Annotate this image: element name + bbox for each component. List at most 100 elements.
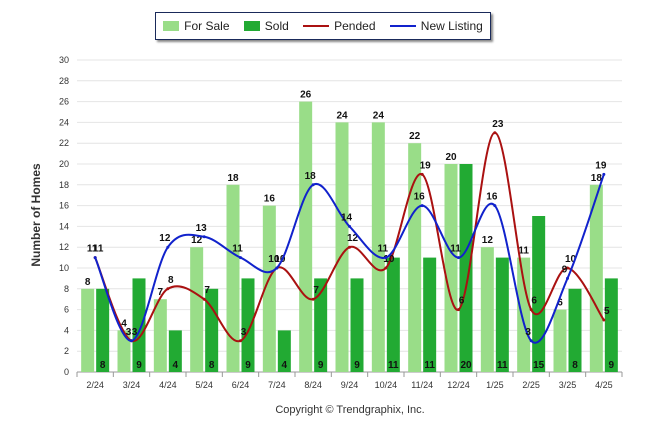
- point-new-listing: [202, 235, 206, 239]
- y-tick-label: 6: [64, 305, 69, 315]
- data-label-new-listing: 19: [595, 160, 607, 171]
- bar-sold: [495, 257, 509, 372]
- bar-for-sale: [371, 122, 385, 373]
- y-axis-title: Number of Homes: [29, 163, 43, 267]
- y-tick-label: 10: [59, 263, 69, 273]
- bar-sold: [132, 278, 146, 372]
- legend: For Sale Sold Pended New Listing: [155, 12, 491, 40]
- data-label-for-sale: 16: [264, 194, 276, 205]
- data-label-pended: 10: [383, 254, 395, 265]
- bar-for-sale: [553, 309, 567, 372]
- bar-sold: [205, 288, 219, 372]
- data-label-for-sale: 18: [591, 173, 603, 184]
- data-label-sold: 9: [318, 360, 324, 371]
- y-tick-label: 16: [59, 201, 69, 211]
- data-label-sold: 15: [533, 360, 545, 371]
- data-label-for-sale: 18: [227, 173, 239, 184]
- x-tick-label: 8/24: [304, 380, 322, 390]
- x-tick-label: 11/24: [411, 380, 433, 390]
- y-tick-label: 26: [59, 97, 69, 107]
- data-label-pended: 12: [347, 233, 359, 244]
- legend-item-for-sale[interactable]: For Sale: [163, 19, 230, 33]
- data-label-for-sale: 7: [158, 287, 164, 298]
- y-tick-label: 22: [59, 138, 69, 148]
- point-new-listing: [93, 256, 97, 260]
- y-tick-label: 2: [64, 346, 69, 356]
- data-label-sold: 9: [245, 360, 251, 371]
- data-label-for-sale: 26: [300, 90, 312, 101]
- x-tick-label: 6/24: [232, 380, 250, 390]
- data-label-pended: 10: [565, 254, 577, 265]
- point-new-listing: [566, 276, 569, 280]
- data-label-for-sale: 24: [336, 110, 348, 121]
- bar-for-sale: [444, 164, 458, 372]
- data-label-new-listing: 3: [525, 327, 531, 338]
- data-label-for-sale: 8: [85, 277, 91, 288]
- point-pended: [202, 297, 206, 301]
- bar-for-sale: [480, 247, 494, 372]
- y-tick-label: 30: [59, 55, 69, 65]
- x-tick-label: 7/24: [268, 380, 286, 390]
- bar-for-sale: [335, 122, 349, 373]
- bar-sold: [277, 330, 291, 372]
- y-tick-label: 0: [64, 367, 69, 377]
- point-new-listing: [130, 339, 133, 343]
- point-pended: [239, 339, 242, 343]
- bar-for-sale: [262, 205, 276, 372]
- bar-for-sale: [517, 257, 531, 372]
- legend-swatch-pended: [303, 25, 330, 27]
- data-label-sold: 11: [388, 360, 399, 371]
- point-new-listing: [239, 256, 242, 260]
- data-label-for-sale: 20: [445, 152, 457, 163]
- legend-label-for-sale: For Sale: [184, 19, 230, 33]
- bar-sold: [604, 278, 618, 372]
- legend-item-pended[interactable]: Pended: [303, 19, 376, 33]
- legend-item-sold[interactable]: Sold: [243, 19, 289, 33]
- point-pended: [457, 308, 460, 312]
- point-new-listing: [348, 224, 351, 228]
- x-tick-label: 10/24: [375, 380, 398, 390]
- bar-sold: [532, 216, 546, 372]
- bar-for-sale: [226, 184, 240, 372]
- y-tick-label: 24: [59, 117, 69, 127]
- point-new-listing: [602, 172, 606, 176]
- data-label-sold: 4: [173, 360, 179, 371]
- point-pended: [602, 318, 606, 322]
- bar-for-sale: [589, 184, 603, 372]
- legend-item-new-listing[interactable]: New Listing: [389, 19, 483, 33]
- data-label-sold: 9: [136, 360, 142, 371]
- legend-swatch-new-listing: [389, 25, 416, 27]
- bar-for-sale: [190, 247, 204, 372]
- data-label-new-listing: 9: [562, 264, 568, 275]
- data-label-for-sale: 6: [557, 298, 563, 309]
- data-label-for-sale: 12: [191, 235, 203, 246]
- bar-sold: [459, 164, 473, 372]
- data-label-pended: 3: [132, 327, 138, 338]
- data-label-pended: 8: [168, 275, 174, 286]
- bar-sold: [241, 278, 255, 372]
- x-tick-label: 4/24: [159, 380, 177, 390]
- data-label-for-sale: 24: [373, 110, 385, 121]
- data-label-pended: 3: [241, 327, 247, 338]
- x-tick-label: 3/25: [559, 380, 577, 390]
- point-pended: [420, 172, 424, 176]
- bar-for-sale: [408, 143, 422, 372]
- data-label-new-listing: 16: [414, 192, 426, 203]
- x-tick-label: 2/24: [86, 380, 104, 390]
- x-tick-label: 3/24: [123, 380, 141, 390]
- data-label-pended: 7: [313, 285, 319, 296]
- data-label-pended: 11: [93, 244, 104, 255]
- data-label-new-listing: 18: [305, 171, 317, 182]
- bar-sold: [168, 330, 182, 372]
- y-tick-label: 28: [59, 76, 69, 86]
- data-label-sold: 11: [497, 360, 508, 371]
- data-label-for-sale: 12: [482, 235, 494, 246]
- point-new-listing: [275, 266, 279, 270]
- data-label-sold: 8: [572, 360, 578, 371]
- data-label-new-listing: 11: [378, 244, 389, 255]
- y-tick-label: 20: [59, 159, 69, 169]
- data-label-pended: 7: [204, 285, 210, 296]
- bar-sold: [96, 288, 110, 372]
- x-tick-label: 12/24: [447, 380, 470, 390]
- data-label-sold: 9: [354, 360, 360, 371]
